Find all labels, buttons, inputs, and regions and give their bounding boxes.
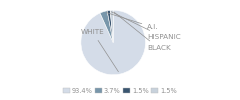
Wedge shape [110, 10, 113, 42]
Text: BLACK: BLACK [114, 12, 171, 51]
Legend: 93.4%, 3.7%, 1.5%, 1.5%: 93.4%, 3.7%, 1.5%, 1.5% [60, 85, 180, 97]
Text: HISPANIC: HISPANIC [111, 12, 181, 40]
Wedge shape [107, 10, 113, 42]
Text: WHITE: WHITE [81, 29, 118, 72]
Wedge shape [100, 11, 113, 42]
Wedge shape [81, 10, 145, 75]
Text: A.I.: A.I. [106, 12, 159, 30]
